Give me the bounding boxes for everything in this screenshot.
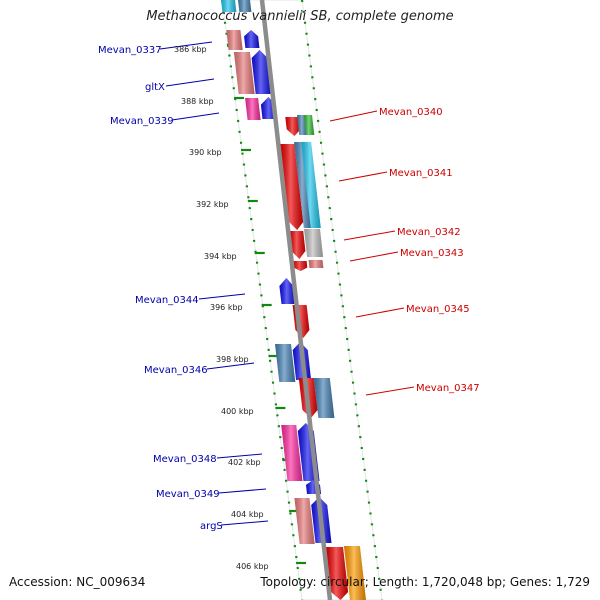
kbp-label: 394 kbp [204, 252, 237, 261]
gene-block-shading[interactable] [244, 30, 260, 48]
connector-line [216, 453, 263, 459]
gene-label-mevan-0341[interactable]: Mevan_0341 [389, 168, 453, 179]
gene-block-shading[interactable] [292, 261, 308, 271]
gene-block-shading[interactable] [313, 378, 335, 418]
gene-block-shading[interactable] [233, 52, 255, 94]
connector-line [206, 362, 255, 370]
gene-label-mevan-0342[interactable]: Mevan_0342 [397, 227, 461, 238]
kbp-label: 402 kbp [228, 458, 261, 467]
gene-block-shading[interactable] [275, 344, 296, 382]
connector-line [343, 230, 396, 241]
strand-band [221, 0, 383, 600]
outer-dotted-rail-left [220, 0, 304, 600]
gene-label-mevan-0345[interactable]: Mevan_0345 [406, 304, 470, 315]
gene-block-shading[interactable] [238, 0, 252, 12]
gene-label-args[interactable]: argS [200, 521, 223, 532]
gene-block-shading[interactable] [279, 278, 296, 304]
gene-label-mevan-0337[interactable]: Mevan_0337 [98, 45, 162, 56]
connector-line [365, 386, 415, 396]
genome-title: Methanococcus vannielii SB, complete gen… [146, 9, 454, 24]
gene-label-mevan-0343[interactable]: Mevan_0343 [400, 248, 464, 259]
gene-block-shading[interactable] [294, 498, 315, 544]
gene-label-mevan-0346[interactable]: Mevan_0346 [144, 365, 208, 376]
connector-line [198, 293, 246, 300]
gene-label-mevan-0349[interactable]: Mevan_0349 [156, 489, 220, 500]
kbp-label: 406 kbp [236, 562, 269, 571]
kbp-label: 386 kbp [174, 45, 207, 54]
connector-line [218, 488, 267, 494]
gene-block-shading[interactable] [301, 142, 321, 228]
gene-block-shading[interactable] [285, 117, 301, 136]
topology-text: Topology: circular; Length: 1,720,048 bp… [260, 575, 590, 589]
connector-line [338, 171, 388, 182]
kbp-label: 392 kbp [196, 200, 229, 209]
gene-block-shading[interactable] [280, 144, 304, 230]
connector-line [349, 251, 399, 262]
gene-block-shading[interactable] [281, 425, 303, 481]
connector-line [220, 520, 269, 526]
outer-dotted-rail-right [300, 0, 384, 600]
gene-block-shading[interactable] [289, 231, 306, 259]
kbp-label: 398 kbp [216, 355, 249, 364]
kbp-label: 404 kbp [231, 510, 264, 519]
connector-line [355, 307, 405, 318]
connector-line [171, 112, 220, 121]
genome-backbone [259, 0, 333, 600]
connector-line [329, 110, 378, 122]
gene-block-shading[interactable] [245, 98, 261, 120]
gene-block-shading[interactable] [226, 30, 243, 50]
gene-label-mevan-0340[interactable]: Mevan_0340 [379, 107, 443, 118]
gene-block-shading[interactable] [343, 546, 366, 600]
gene-block-shading[interactable] [308, 260, 324, 268]
kbp-label: 388 kbp [181, 97, 214, 106]
accession-text: Accession: NC_009634 [9, 575, 146, 589]
gene-block-shading[interactable] [221, 0, 237, 12]
gene-block-shading[interactable] [326, 547, 349, 600]
gene-label-mevan-0347[interactable]: Mevan_0347 [416, 383, 480, 394]
kbp-label: 396 kbp [210, 303, 243, 312]
gene-label-mevan-0339[interactable]: Mevan_0339 [110, 116, 174, 127]
kbp-label: 400 kbp [221, 407, 254, 416]
gene-block-shading[interactable] [294, 142, 312, 228]
gene-label-gltx[interactable]: gltX [145, 82, 165, 93]
gene-label-mevan-0344[interactable]: Mevan_0344 [135, 295, 199, 306]
kbp-label: 390 kbp [189, 148, 222, 157]
connector-line [165, 78, 215, 87]
gene-block-shading[interactable] [304, 115, 315, 135]
connector-line [159, 41, 213, 50]
gene-label-mevan-0348[interactable]: Mevan_0348 [153, 454, 217, 465]
gene-block-shading[interactable] [304, 229, 324, 257]
